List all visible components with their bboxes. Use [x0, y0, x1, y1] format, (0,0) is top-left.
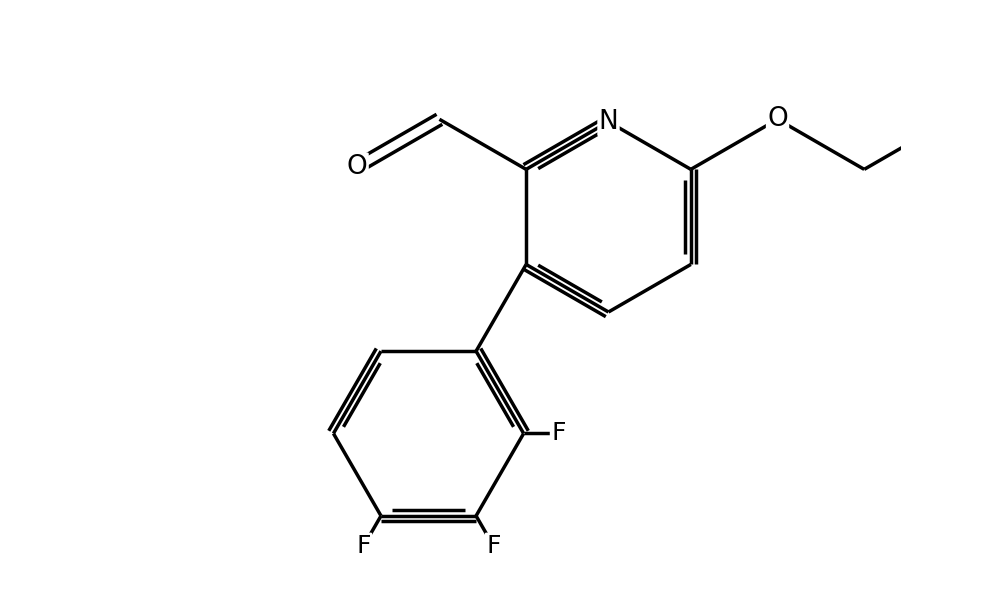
- Text: F: F: [356, 534, 370, 558]
- Text: O: O: [766, 106, 787, 132]
- Text: N: N: [598, 109, 618, 135]
- Text: F: F: [485, 534, 500, 558]
- Text: O: O: [346, 154, 367, 180]
- Text: F: F: [551, 421, 565, 446]
